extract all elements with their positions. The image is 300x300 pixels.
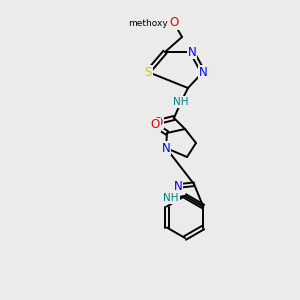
Text: S: S — [144, 65, 152, 79]
Text: O: O — [150, 118, 160, 131]
Text: N: N — [188, 46, 196, 59]
Text: O: O — [153, 116, 163, 128]
Text: N: N — [174, 179, 182, 193]
Text: NH: NH — [173, 97, 189, 107]
Text: N: N — [162, 142, 170, 154]
Text: O: O — [169, 16, 178, 29]
Text: NH: NH — [163, 193, 179, 203]
Text: methoxy: methoxy — [128, 19, 168, 28]
Text: N: N — [199, 65, 207, 79]
